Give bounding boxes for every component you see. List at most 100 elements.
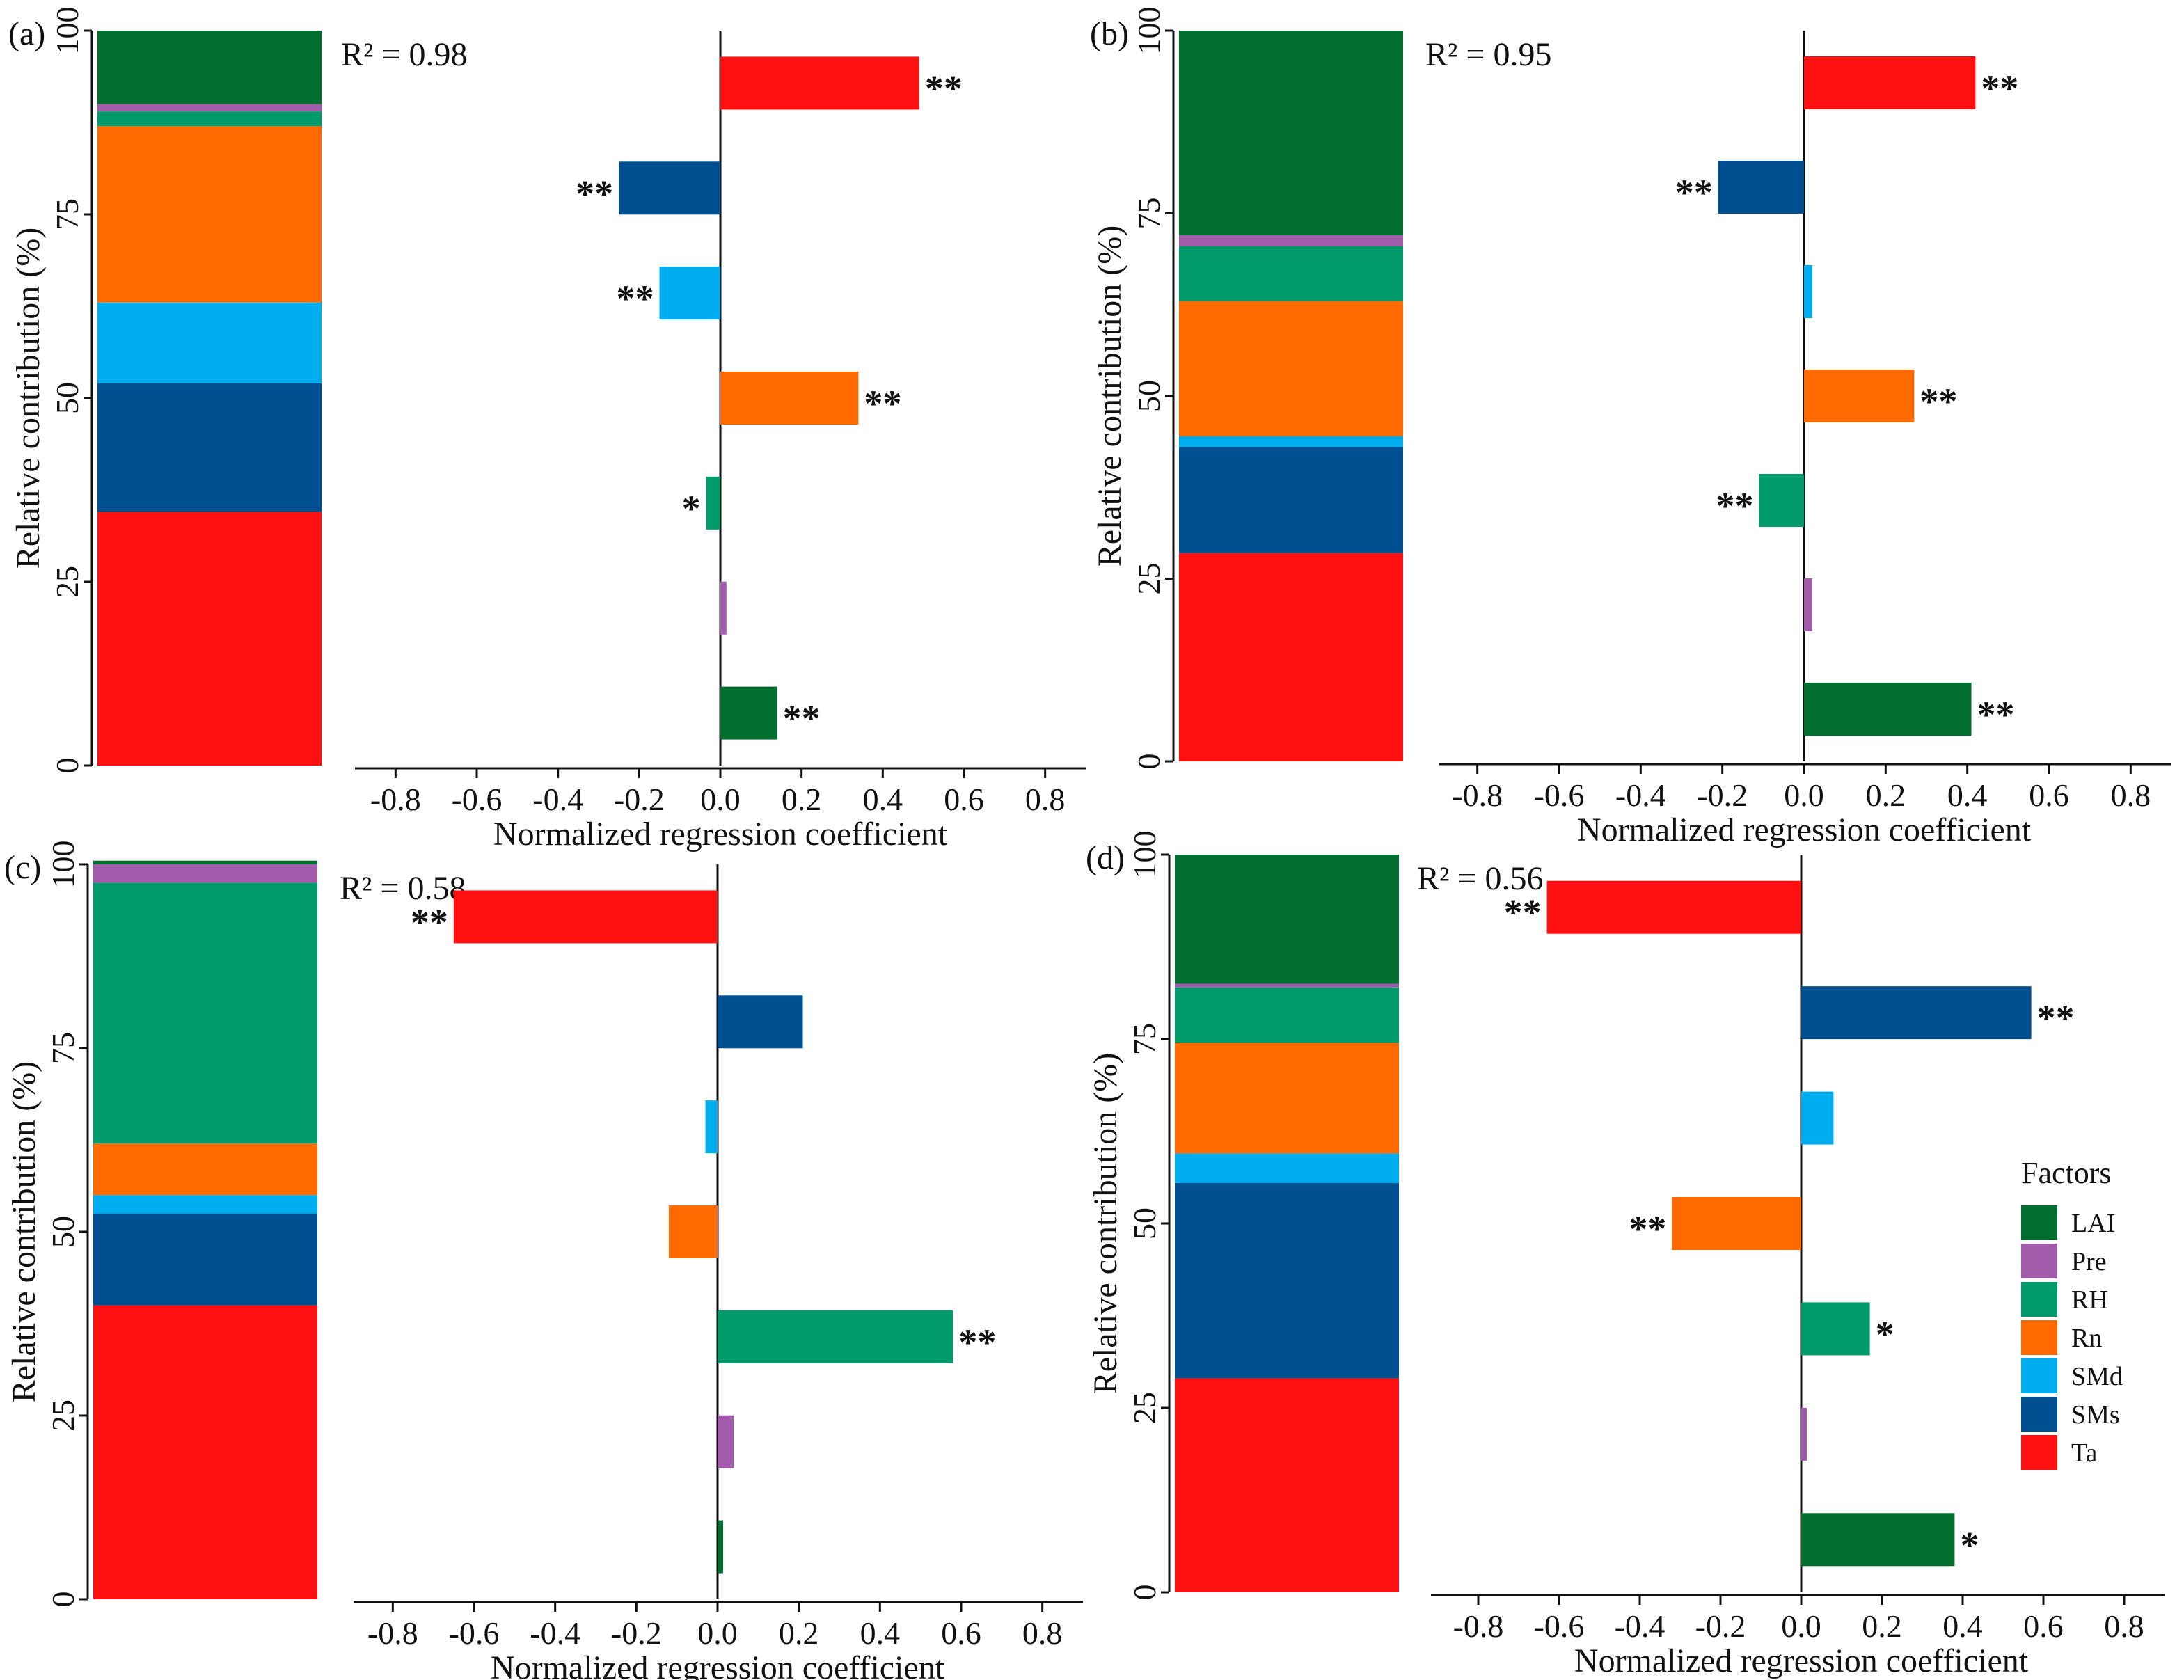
panel-2: 0 25 50 75 100 Relative contribution (%) (b) R²… <box>1090 7 2171 848</box>
x-tick-label: 0.6 <box>2029 777 2069 813</box>
y-tick-label: 25 <box>1131 563 1166 595</box>
x-tick-label: 0.6 <box>944 782 984 817</box>
y-tick-label: 100 <box>45 841 81 889</box>
coef-bar-lai <box>718 1520 723 1574</box>
y-tick-label: 0 <box>1131 754 1166 770</box>
legend-swatch-sms <box>2021 1397 2057 1432</box>
coef-bar-rh <box>1759 474 1804 527</box>
x-tick-label: 0.4 <box>1947 777 1988 813</box>
y-tick-label: 50 <box>49 382 85 414</box>
stacked-segment-rn <box>1179 301 1403 436</box>
y-tick-label: 25 <box>45 1400 81 1432</box>
x-tick-label: 0.8 <box>2111 777 2151 813</box>
legend-label-rn: Rn <box>2071 1324 2102 1353</box>
coef-bar-lai <box>720 686 777 740</box>
legend-swatch-pre <box>2021 1244 2057 1278</box>
x-tick-label: -0.6 <box>1534 1608 1585 1644</box>
coef-bar-sms <box>718 995 803 1049</box>
coef-bar-pre <box>720 581 727 635</box>
y-tick-label: 75 <box>1127 1023 1162 1055</box>
x-axis-title: Normalized regression coefficient <box>1574 1642 2029 1679</box>
stacked-segment-lai <box>1175 855 1399 984</box>
y-tick-label: 50 <box>45 1216 81 1248</box>
y-tick-label: 100 <box>49 7 85 55</box>
coef-bar-pre <box>1804 578 1812 631</box>
coef-bar-lai <box>1804 683 1972 736</box>
x-tick-label: 0.4 <box>1942 1608 1983 1644</box>
x-tick-label: 0.0 <box>1781 1608 1821 1644</box>
legend-swatch-ta <box>2021 1435 2057 1470</box>
legend-label-smd: SMd <box>2071 1362 2123 1391</box>
legend-label-lai: LAI <box>2071 1209 2115 1238</box>
coef-bar-pre <box>718 1415 734 1468</box>
x-tick-label: 0.8 <box>2104 1608 2144 1644</box>
significance-label: ** <box>1920 381 1957 422</box>
y-tick-label: 75 <box>1131 198 1166 230</box>
coef-bar-rn <box>1804 370 1915 422</box>
x-tick-label: 0.6 <box>2023 1608 2064 1644</box>
coef-bar-sms <box>1801 986 2032 1040</box>
significance-label: ** <box>1981 68 2018 109</box>
y-tick-label: 75 <box>49 198 85 230</box>
stacked-segment-sms <box>1179 447 1403 553</box>
stacked-segment-rn <box>1175 1043 1399 1154</box>
y-tick-label: 0 <box>45 1592 81 1608</box>
x-tick-label: -0.4 <box>1615 777 1666 813</box>
legend-swatch-lai <box>2021 1205 2057 1240</box>
significance-label: ** <box>958 1322 996 1363</box>
significance-label: ** <box>2037 997 2075 1039</box>
x-tick-label: -0.6 <box>1534 777 1585 813</box>
legend-label-pre: Pre <box>2071 1247 2107 1276</box>
coef-bar-sms <box>619 161 720 215</box>
y-axis-title: Relative contribution (%) <box>10 228 47 569</box>
legend-label-ta: Ta <box>2071 1439 2098 1468</box>
r-squared-label: R² = 0.58 <box>340 870 466 907</box>
significance-label: ** <box>576 173 613 214</box>
stacked-segment-smd <box>1175 1153 1399 1183</box>
x-tick-label: 0.2 <box>1862 1608 1902 1644</box>
panel-label: (b) <box>1090 15 1129 52</box>
x-tick-label: 0.4 <box>863 782 903 817</box>
stacked-segment-rh <box>1175 987 1399 1043</box>
legend-swatch-rn <box>2021 1320 2057 1355</box>
x-tick-label: -0.4 <box>530 1615 580 1651</box>
stacked-segment-pre <box>97 104 322 112</box>
x-tick-label: -0.2 <box>614 782 665 817</box>
coef-bar-smd <box>705 1100 718 1154</box>
coef-bar-smd <box>659 267 720 320</box>
significance-label: * <box>1960 1524 1979 1566</box>
x-axis-title: Normalized regression coefficient <box>493 816 948 853</box>
legend-label-rh: RH <box>2071 1285 2108 1315</box>
significance-label: ** <box>925 68 963 109</box>
x-tick-label: -0.8 <box>1452 777 1503 813</box>
significance-label: ** <box>617 278 654 319</box>
x-tick-label: 0.2 <box>1866 777 1906 813</box>
stacked-segment-ta <box>93 1305 317 1599</box>
x-tick-label: 0.0 <box>1784 777 1824 813</box>
stacked-segment-lai <box>1179 31 1403 235</box>
significance-label: ** <box>1504 892 1542 934</box>
panel-label: (d) <box>1086 839 1125 876</box>
legend-swatch-rh <box>2021 1282 2057 1317</box>
y-tick-label: 100 <box>1127 831 1162 879</box>
y-axis-title: Relative contribution (%) <box>6 1061 42 1403</box>
stacked-segment-lai <box>93 860 317 864</box>
significance-label: ** <box>1977 694 2015 736</box>
coef-bar-ta <box>1804 56 1976 109</box>
y-tick-label: 75 <box>45 1032 81 1064</box>
x-tick-label: -0.2 <box>1697 777 1748 813</box>
x-tick-label: -0.8 <box>1453 1608 1504 1644</box>
x-tick-label: -0.8 <box>370 782 421 817</box>
y-axis-title: Relative contribution (%) <box>1087 1053 1124 1395</box>
stacked-segment-ta <box>97 512 322 766</box>
coef-bar-ta <box>1546 880 1801 934</box>
panel-label: (c) <box>4 849 41 886</box>
stacked-segment-rn <box>97 126 322 303</box>
x-tick-label: -0.4 <box>532 782 583 817</box>
stacked-segment-rh <box>93 882 317 1144</box>
x-tick-label: -0.2 <box>1695 1608 1746 1644</box>
coef-bar-rn <box>669 1205 718 1258</box>
stacked-segment-rh <box>97 111 322 127</box>
coef-bar-rh <box>718 1310 953 1363</box>
coef-bar-pre <box>1801 1407 1807 1461</box>
